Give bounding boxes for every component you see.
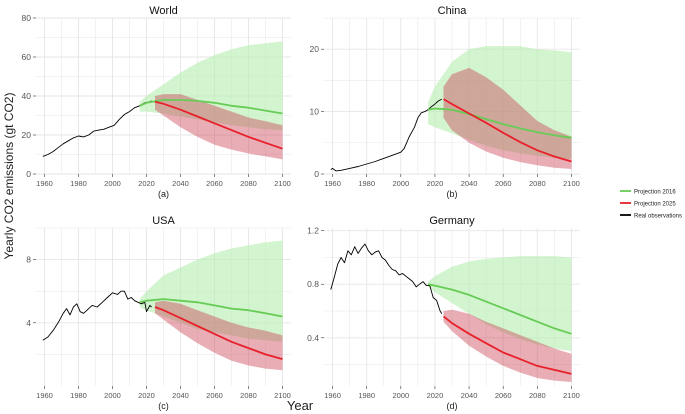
world-panel-title: World: [149, 5, 178, 17]
germany-x-tick-label: 2040: [461, 391, 478, 400]
world-series-real-observations: [42, 100, 152, 157]
usa-x-tick-label: 2060: [206, 391, 223, 400]
world-y-tick-label: 20: [22, 130, 32, 140]
germany-y-tick-label: 0.4: [307, 333, 319, 343]
china-series-projection-2025: [443, 98, 572, 163]
germany-x-tick-label: 2100: [563, 391, 580, 400]
germany-x-tick-label: 1980: [358, 391, 375, 400]
legend-item-projection-2025: Projection 2025: [620, 202, 676, 208]
usa-panel-title: USA: [152, 215, 175, 227]
usa-panel-label: (c): [158, 401, 169, 411]
usa-x-tick-label: 1980: [70, 391, 87, 400]
panel-usa: 4 8 1960 1980 2000 2020 2040 2060 2080 2100 USA (c): [26, 215, 291, 411]
usa-x-tick-label: 2000: [104, 391, 121, 400]
china-band-projection-2025: [443, 67, 572, 169]
x-axis-title: Year: [287, 398, 314, 413]
china-panel-label: (b): [447, 189, 458, 199]
china-x-tick-label: 2100: [563, 179, 580, 188]
usa-x-tick-label: 1960: [36, 391, 53, 400]
world-x-tick-label: 2040: [172, 179, 189, 188]
germany-x-tick-label: 2000: [392, 391, 409, 400]
legend: Projection 2016 Projection 2025 Real obs…: [620, 190, 682, 220]
panel-china: 0 10 20 1960 1980 2000 2020 2040 2060 2080 2100 Chi…: [310, 5, 580, 199]
germany-series-real-observations: [330, 243, 443, 314]
world-panel-label: (a): [158, 189, 169, 199]
china-series-real-observations: [330, 98, 443, 172]
legend-label-projection-2025: Projection 2025: [634, 202, 676, 208]
world-series-projection-2016: [139, 99, 283, 115]
china-x-tick-label: 2020: [427, 179, 444, 188]
china-y-tick-label: 0: [314, 169, 319, 179]
germany-x-tick-label: 2060: [495, 391, 512, 400]
usa-x-tick-label: 2080: [240, 391, 257, 400]
china-x-tick-label: 2080: [529, 179, 546, 188]
germany-x-tick-label: 2080: [529, 391, 546, 400]
y-axis-title: Yearly CO2 emissions (gt CO2): [2, 93, 16, 260]
usa-series-projection-2025: [154, 306, 283, 360]
world-x-tick-label: 2000: [104, 179, 121, 188]
world-x-tick-label: 1960: [36, 179, 53, 188]
world-x-tick-label: 2060: [206, 179, 223, 188]
germany-x-tick-label: 1960: [324, 391, 341, 400]
legend-label-projection-2016: Projection 2016: [634, 190, 676, 196]
world-x-tick-label: 1980: [70, 179, 87, 188]
legend-item-real-observations: Real observations: [620, 214, 682, 220]
china-series-projection-2016: [427, 107, 572, 139]
usa-x-tick-label: 2040: [172, 391, 189, 400]
world-y-tick-label: 0: [26, 169, 31, 179]
usa-y-tick-label: 4: [26, 318, 31, 328]
world-x-tick-label: 2100: [274, 179, 291, 188]
world-series-projection-2025: [154, 100, 283, 150]
china-band-projection-2016: [428, 46, 572, 159]
germany-x-tick-label: 2020: [427, 391, 444, 400]
usa-y-tick-label: 8: [26, 255, 31, 265]
usa-x-tick-label: 2020: [138, 391, 155, 400]
legend-item-projection-2016: Projection 2016: [620, 190, 676, 196]
world-x-tick-label: 2020: [138, 179, 155, 188]
germany-band-projection-2025: [443, 309, 572, 382]
germany-panel-label: (d): [447, 401, 458, 411]
germany-band-projection-2016: [428, 256, 572, 352]
usa-x-tick-label: 2100: [274, 391, 291, 400]
china-y-tick-label: 10: [310, 107, 320, 117]
germany-series-projection-2016: [427, 283, 572, 335]
china-x-tick-label: 2000: [392, 179, 409, 188]
germany-y-tick-label: 0.8: [307, 279, 319, 289]
china-panel-title: China: [438, 5, 468, 17]
china-x-tick-label: 2060: [495, 179, 512, 188]
usa-series-real-observations: [42, 290, 152, 341]
germany-series-projection-2025: [442, 315, 572, 375]
world-band-projection-2025: [155, 94, 283, 160]
panel-germany: 0.4 0.8 1.2 1960 1980 2000 2020 2040 2060 2080 210…: [307, 215, 580, 411]
usa-series-projection-2016: [139, 298, 283, 318]
germany-y-tick-label: 1.2: [307, 226, 319, 236]
china-y-tick-label: 20: [310, 44, 320, 54]
china-x-tick-label: 1980: [358, 179, 375, 188]
world-y-tick-label: 80: [22, 13, 32, 23]
legend-label-real-observations: Real observations: [634, 214, 682, 220]
china-x-tick-label: 2040: [461, 179, 478, 188]
world-y-tick-label: 40: [22, 91, 32, 101]
china-x-tick-label: 1960: [324, 179, 341, 188]
germany-panel-title: Germany: [429, 215, 475, 227]
world-x-tick-label: 2080: [240, 179, 257, 188]
world-y-tick-label: 60: [22, 52, 32, 62]
